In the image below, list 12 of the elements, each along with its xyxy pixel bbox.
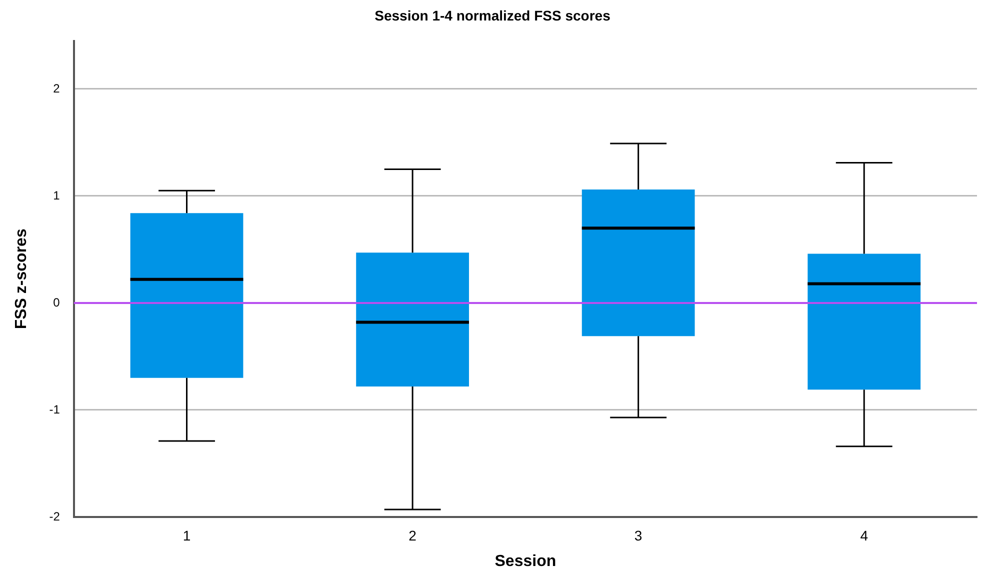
y-tick-label: -1 [49,402,60,416]
y-tick-label: 1 [53,188,60,202]
y-tick-label: 0 [53,295,60,310]
x-tick-label: 2 [408,527,417,544]
y-tick-label: -2 [49,509,60,524]
x-tick-label: 4 [860,527,868,544]
chart-title: Session 1-4 normalized FSS scores [374,7,611,24]
x-tick-label: 3 [634,527,642,544]
x-axis-title: Session [494,552,556,570]
y-tick-label: 2 [53,81,60,96]
x-tick-label: 1 [182,527,191,544]
y-axis-title: FSS z-scores [13,228,30,330]
